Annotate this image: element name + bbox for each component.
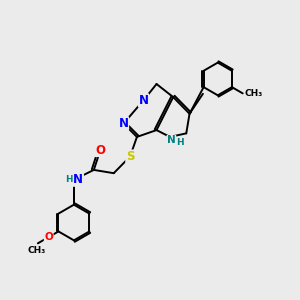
Text: H: H: [65, 175, 72, 184]
Text: H: H: [176, 138, 184, 147]
Text: O: O: [95, 143, 105, 157]
Text: N: N: [139, 94, 148, 107]
Text: O: O: [44, 232, 53, 242]
Text: S: S: [126, 150, 134, 163]
Text: N: N: [167, 136, 176, 146]
Text: CH₃: CH₃: [244, 89, 262, 98]
Text: N: N: [118, 117, 128, 130]
Text: CH₃: CH₃: [27, 246, 46, 255]
Text: N: N: [74, 173, 83, 186]
